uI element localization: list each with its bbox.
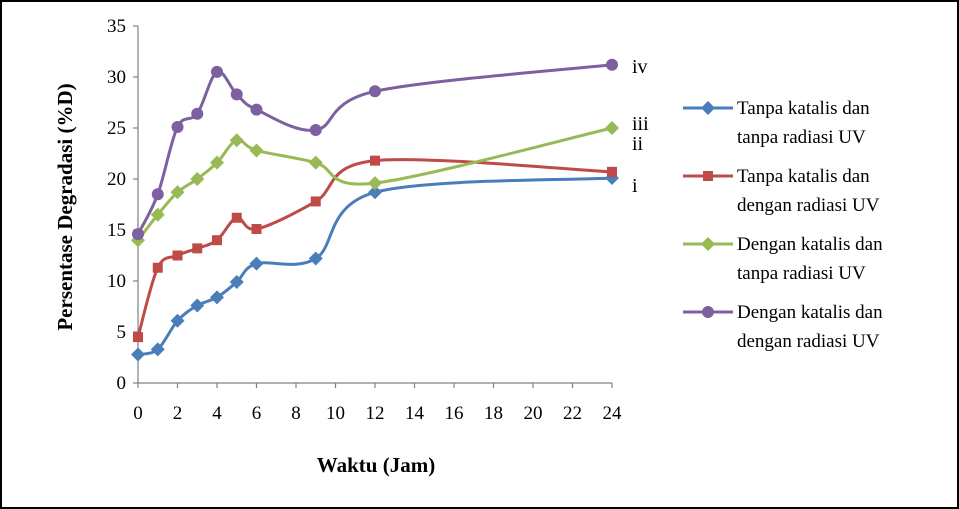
x-tick-label: 12 (366, 403, 385, 424)
y-tick-label: 5 (117, 322, 127, 343)
data-point (249, 143, 264, 158)
data-point (231, 212, 242, 223)
legend-label: tanpa radiasi UV (737, 127, 866, 148)
x-tick-label: 18 (484, 403, 503, 424)
y-tick-label: 20 (107, 169, 126, 190)
data-point (368, 185, 382, 200)
legend-label: Tanpa katalis dan (737, 166, 870, 187)
series-line (137, 176, 613, 356)
data-point (152, 262, 163, 273)
legend-label: Dengan katalis dan (737, 234, 883, 255)
legend-item: Dengan katalis dan dengan radiasi UV (683, 302, 883, 352)
data-point (171, 120, 184, 133)
series-end-label: iii (632, 113, 649, 135)
y-tick-label: 30 (107, 67, 126, 88)
series-3: iii (131, 113, 649, 248)
series-1: i (131, 170, 638, 362)
data-point (192, 243, 203, 254)
data-point (309, 124, 322, 137)
data-point (368, 176, 382, 191)
x-tick-label: 14 (405, 403, 425, 424)
x-tick-label: 4 (212, 403, 222, 424)
data-point (210, 290, 224, 305)
y-tick-label: 35 (107, 16, 126, 37)
data-point (251, 223, 262, 234)
data-point (310, 196, 321, 207)
y-tick-label: 25 (107, 118, 126, 139)
data-point (369, 85, 381, 98)
data-point (131, 347, 145, 362)
data-point (229, 275, 244, 290)
data-point (150, 342, 165, 357)
data-point (212, 235, 222, 246)
legend-label: Dengan katalis dan (737, 302, 883, 323)
data-point (370, 155, 380, 166)
data-point (308, 251, 323, 266)
x-tick-label: 8 (291, 403, 301, 424)
x-tick-label: 22 (563, 403, 582, 424)
x-tick-label: 24 (603, 403, 623, 424)
series-end-label: i (632, 175, 638, 197)
data-point (230, 88, 243, 101)
data-point (703, 171, 713, 181)
y-tick-label: 10 (107, 271, 126, 292)
legend-item: Dengan katalis dan tanpa radiasi UV (683, 234, 883, 284)
x-tick-label: 0 (133, 403, 143, 424)
x-tick-label: 16 (445, 403, 464, 424)
data-point (701, 101, 715, 115)
data-point (210, 155, 224, 170)
data-point (191, 107, 204, 120)
legend-label: dengan radiasi UV (737, 195, 880, 216)
legend-item: Tanpa katalis dan tanpa radiasi UV (683, 98, 870, 148)
legend-label: Tanpa katalis dan (737, 98, 870, 119)
data-point (170, 185, 185, 200)
data-point (190, 172, 205, 186)
data-point (250, 103, 263, 116)
data-point (308, 155, 323, 170)
data-point (249, 256, 264, 271)
x-tick-label: 6 (252, 403, 262, 424)
series-end-label: iv (632, 56, 648, 78)
x-tick-label: 2 (173, 403, 183, 424)
series-end-label: ii (632, 133, 644, 155)
x-tick-label: 10 (326, 403, 345, 424)
data-point (605, 121, 619, 135)
data-point (211, 65, 223, 78)
data-point (701, 237, 715, 251)
legend-label: tanpa radiasi UV (737, 263, 866, 284)
data-point (172, 250, 183, 261)
data-point (170, 313, 185, 328)
data-point (229, 133, 244, 148)
legend-item: Tanpa katalis dan dengan radiasi UV (683, 166, 880, 216)
data-point (133, 332, 143, 343)
y-tick-label: 15 (107, 220, 126, 241)
series-2: ii (133, 133, 644, 343)
data-point (132, 228, 144, 241)
data-point (702, 306, 714, 318)
x-tick-label: 20 (524, 403, 543, 424)
data-point (190, 298, 205, 313)
y-tick-label: 0 (117, 373, 127, 394)
legend-label: dengan radiasi UV (737, 331, 880, 352)
y-axis-title: Persentase Degradasi (%D) (53, 83, 77, 330)
series-4: iv (132, 56, 648, 241)
data-point (607, 166, 617, 177)
data-point (606, 58, 618, 71)
data-point (150, 207, 165, 222)
x-axis-title: Waktu (Jam) (317, 453, 435, 477)
data-point (151, 188, 164, 201)
